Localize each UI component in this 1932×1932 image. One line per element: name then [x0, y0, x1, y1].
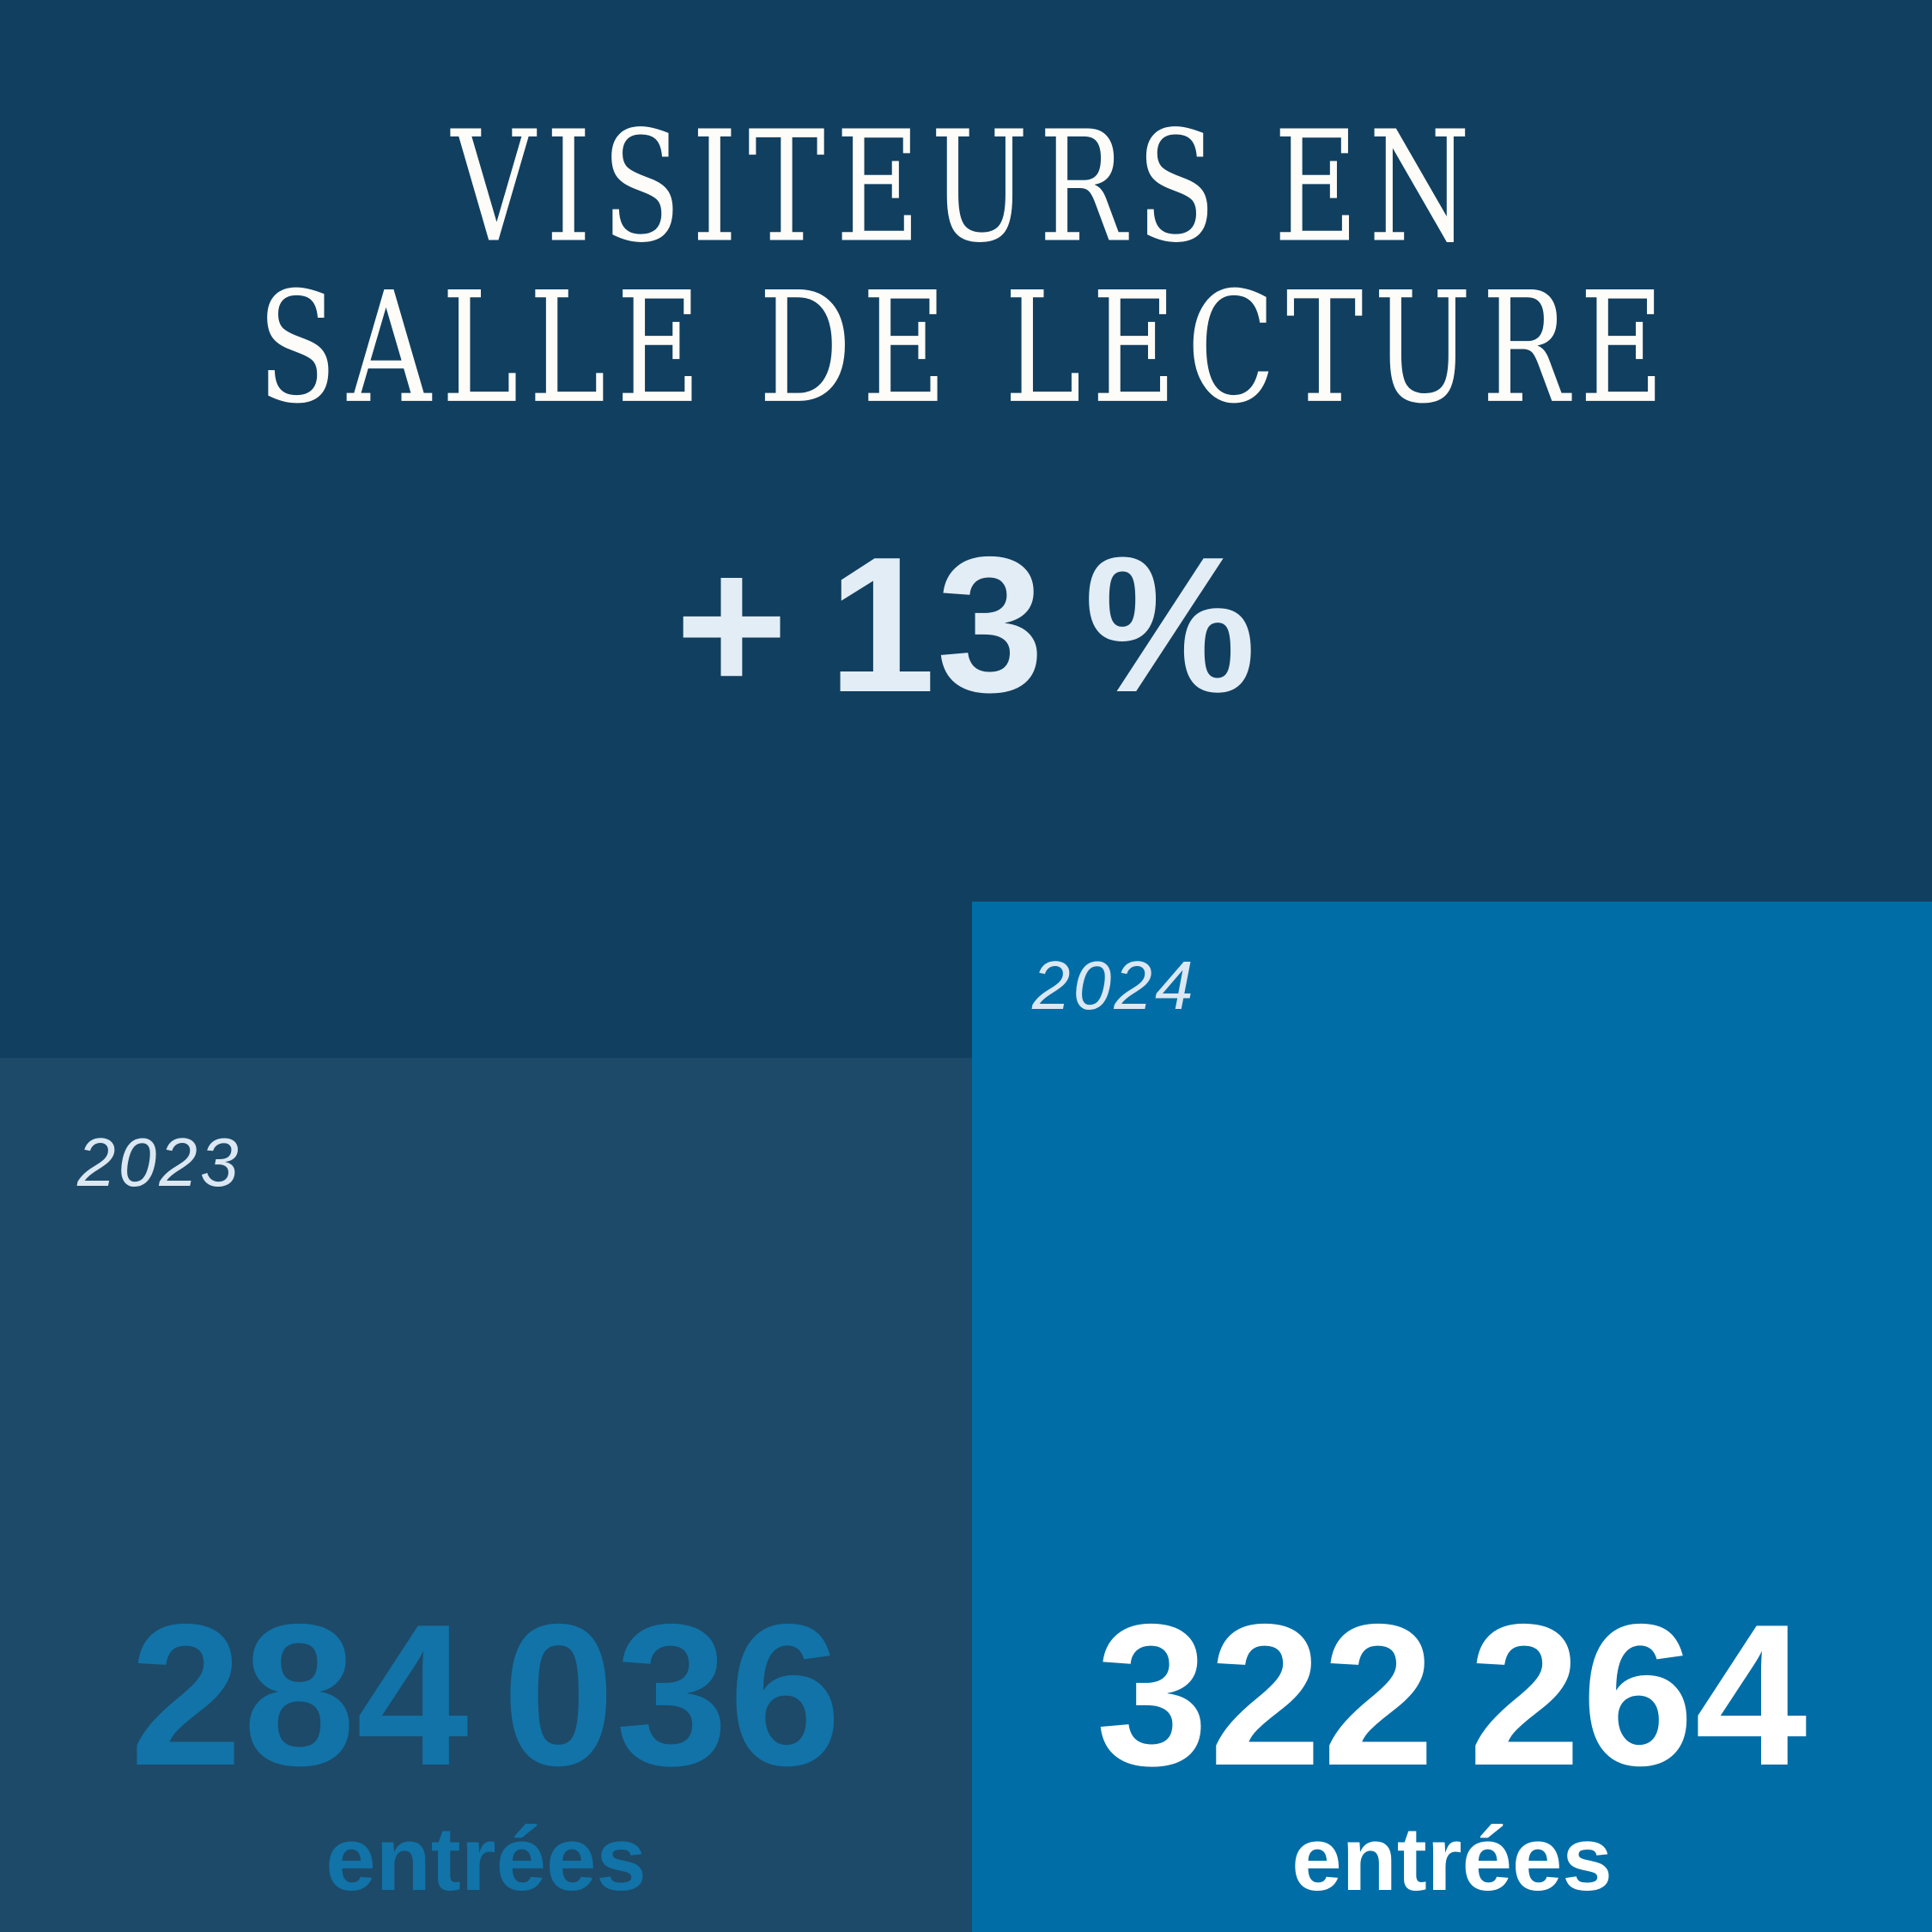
value-stack-2023: 284 036 entrées — [0, 1594, 972, 1905]
page-title-line2: SALLE DE LECTURE — [257, 258, 1675, 437]
bar-2024: 2024 322 264 entrées — [972, 902, 1932, 1932]
value-2023: 284 036 — [130, 1582, 842, 1807]
bar-2023: 2023 284 036 entrées — [0, 1058, 972, 1932]
year-label-2023: 2023 — [77, 1124, 241, 1200]
value-2024: 322 264 — [1096, 1582, 1808, 1807]
year-label-2024: 2024 — [1032, 947, 1196, 1024]
delta-percentage: + 13 % — [675, 516, 1257, 732]
page-title-line1: VISITEURS EN — [451, 98, 1481, 276]
page-title: VISITEURS EN SALLE DE LECTURE — [0, 107, 1932, 428]
unit-2024: entrées — [1291, 1809, 1613, 1910]
value-stack-2024: 322 264 entrées — [972, 1594, 1932, 1905]
unit-2023: entrées — [325, 1809, 647, 1910]
